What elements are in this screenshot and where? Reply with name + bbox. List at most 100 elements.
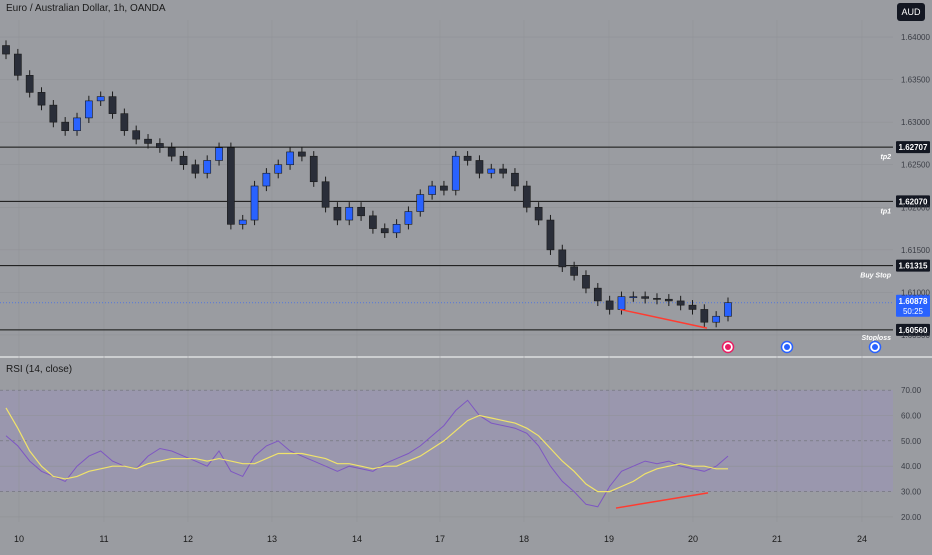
chart-title: Euro / Australian Dollar, 1h, OANDA [6, 3, 166, 14]
price-tick-label: 1.63000 [901, 118, 930, 127]
candle-body [286, 151, 294, 166]
current-price-tag [896, 294, 930, 317]
candle-body [404, 211, 413, 225]
candle-body [688, 304, 697, 310]
price-tick-label: 1.61500 [901, 246, 930, 255]
candle-body [227, 147, 235, 225]
current-price-text: 1.60878 [899, 297, 928, 306]
level-price-text: 1.62707 [899, 143, 928, 152]
price-tick-label: 1.60500 [901, 331, 930, 340]
candle-body [144, 138, 152, 144]
candle-body [700, 309, 709, 323]
candle-body [238, 219, 247, 225]
rsi-tick-label: 60.00 [901, 412, 922, 421]
time-tick-label: 17 [435, 534, 445, 544]
candle-body [546, 219, 555, 251]
candle-body [487, 168, 496, 174]
candle-body [475, 160, 484, 174]
candle-body [641, 296, 649, 299]
event-marker-dot [725, 344, 731, 350]
candle-body [392, 224, 401, 234]
price-tick-label: 1.61000 [901, 288, 930, 297]
level-price-tag [896, 195, 930, 208]
candle-body [428, 185, 436, 195]
candle-body [664, 298, 673, 302]
candle-body [345, 206, 354, 221]
candle-body [653, 298, 661, 300]
time-tick-label: 13 [267, 534, 277, 544]
rsi-tick-label: 40.00 [901, 462, 922, 471]
candle-body [85, 100, 93, 119]
candle-body [605, 300, 614, 310]
candle-body [2, 45, 10, 55]
candle-body [676, 300, 685, 306]
level-price-text: 1.62070 [899, 197, 928, 206]
candle-body [73, 117, 81, 131]
level-label: Buy Stop [860, 273, 891, 280]
countdown-text: 50:25 [903, 307, 924, 316]
time-tick-label: 12 [183, 534, 193, 544]
candle-body [463, 155, 472, 161]
candle-body [215, 147, 223, 161]
candle-body [37, 92, 46, 106]
candle-body [593, 287, 602, 302]
candle-body [522, 185, 531, 208]
rsi-tick-label: 70.00 [901, 386, 922, 395]
event-marker-dot [784, 344, 790, 350]
candle-body [262, 172, 271, 187]
time-tick-label: 24 [857, 534, 867, 544]
level-price-text: 1.60560 [899, 326, 928, 335]
candle-body [298, 151, 306, 157]
candle-body [13, 53, 22, 76]
rsi-ma-line [5, 407, 728, 493]
candle-body [49, 104, 58, 123]
currency-button[interactable]: AUD [897, 3, 925, 21]
candle-body [369, 215, 377, 229]
time-tick-label: 20 [688, 534, 698, 544]
candle-body [250, 185, 259, 221]
candle-body [629, 296, 638, 298]
time-tick-label: 11 [99, 534, 108, 544]
candle-body [25, 75, 34, 93]
candle-body [357, 206, 365, 217]
rsi-title: RSI (14, close) [6, 364, 73, 375]
level-label: tp1 [881, 208, 892, 215]
candle-body [416, 194, 425, 212]
candle-body [440, 185, 448, 191]
time-tick-label: 10 [14, 534, 24, 544]
price-tick-label: 1.62500 [901, 161, 930, 170]
time-tick-label: 21 [772, 534, 782, 544]
rsi-tick-label: 50.00 [901, 437, 922, 446]
level-price-text: 1.61315 [899, 262, 928, 271]
candle-body [156, 143, 164, 148]
level-price-tag [896, 141, 930, 154]
candle-body [558, 249, 567, 268]
time-tick-label: 18 [519, 534, 529, 544]
candle-body [96, 96, 105, 102]
candle-body [582, 275, 590, 289]
price-tick-label: 1.62000 [901, 203, 930, 212]
rsi-tick-label: 20.00 [901, 513, 922, 522]
candle-body [191, 164, 200, 174]
price-divergence-line [619, 308, 708, 329]
candle-body [132, 130, 141, 140]
level-label: Stoploss [861, 335, 891, 342]
level-price-tag [896, 259, 930, 272]
candle-body [108, 96, 117, 114]
time-tick-label: 19 [604, 534, 614, 544]
candle-body [120, 113, 129, 131]
candle-body [499, 168, 507, 174]
candle-body [203, 160, 212, 174]
candle-body [451, 155, 460, 191]
rsi-tick-label: 30.00 [901, 488, 922, 497]
level-price-tag [896, 323, 930, 336]
candle-body [321, 181, 330, 208]
rsi-divergence-line [615, 492, 709, 509]
time-tick-label: 14 [352, 534, 362, 544]
candle-body [61, 121, 70, 131]
candle-body [309, 155, 318, 183]
event-marker-dot [872, 344, 878, 350]
candle-body [274, 164, 283, 174]
candle-body [570, 266, 578, 276]
